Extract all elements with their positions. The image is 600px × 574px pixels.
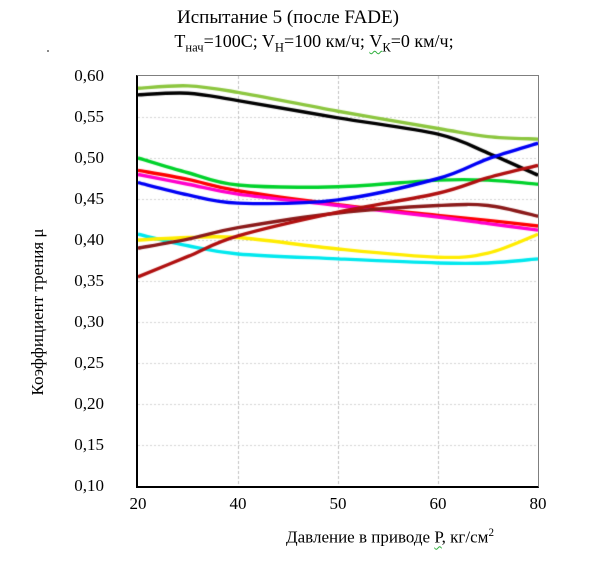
y-tick-label: 0,25	[74, 353, 104, 372]
t-initial-symbol: Тнач=100C;	[174, 31, 262, 54]
v-start-symbol: VН=100 км/ч;	[261, 31, 370, 54]
y-tick-label: 0,15	[74, 435, 104, 454]
y-tick-label: 0,50	[74, 148, 104, 167]
v-start-subscript: Н	[274, 40, 285, 55]
x-tick-label: 20	[129, 494, 147, 513]
x-axis-units-exponent: 2	[488, 527, 494, 539]
y-tick-label: 0,35	[74, 271, 104, 290]
x-axis-units: , кг/см	[441, 527, 489, 547]
x-axis-title-text: Давление в приводе	[286, 527, 435, 547]
t-initial-value: =100C;	[203, 31, 262, 51]
plot-area	[136, 75, 539, 488]
chart-canvas	[138, 76, 538, 486]
v-end-subscript: К	[382, 40, 391, 55]
x-axis-title: Давление в приводе Р, кг/см2	[240, 522, 540, 549]
t-initial-base: Т	[174, 31, 186, 51]
v-end-symbol: VК	[369, 31, 390, 54]
chart-title: Испытание 5 (после FADE)	[177, 7, 399, 28]
y-tick-label: 0,10	[74, 476, 104, 495]
y-tick-label: 0,45	[74, 189, 104, 208]
y-tick-label: 0,55	[74, 107, 104, 126]
v-end-value: =0 км/ч;	[390, 31, 454, 51]
x-tick-label: 60	[429, 494, 447, 513]
y-tick-label: 0,40	[74, 230, 104, 249]
v-start-base: V	[261, 31, 275, 51]
x-tick-label: 50	[329, 494, 347, 513]
x-tick-label: 40	[229, 494, 247, 513]
pressure-symbol: Р	[434, 527, 442, 547]
y-tick-label: 0,60	[74, 66, 104, 85]
t-initial-subscript: нач	[185, 40, 204, 55]
y-tick-label: 0,30	[74, 312, 104, 331]
chart-subtitle: Тнач=100C; VН=100 км/ч; VК=0 км/ч;	[14, 30, 600, 54]
y-tick-label: 0,20	[74, 394, 104, 413]
x-tick-label: 80	[529, 494, 547, 513]
v-end-base: V	[369, 31, 383, 51]
v-start-value: =100 км/ч;	[284, 31, 370, 51]
stray-dot-artifact	[47, 50, 49, 52]
